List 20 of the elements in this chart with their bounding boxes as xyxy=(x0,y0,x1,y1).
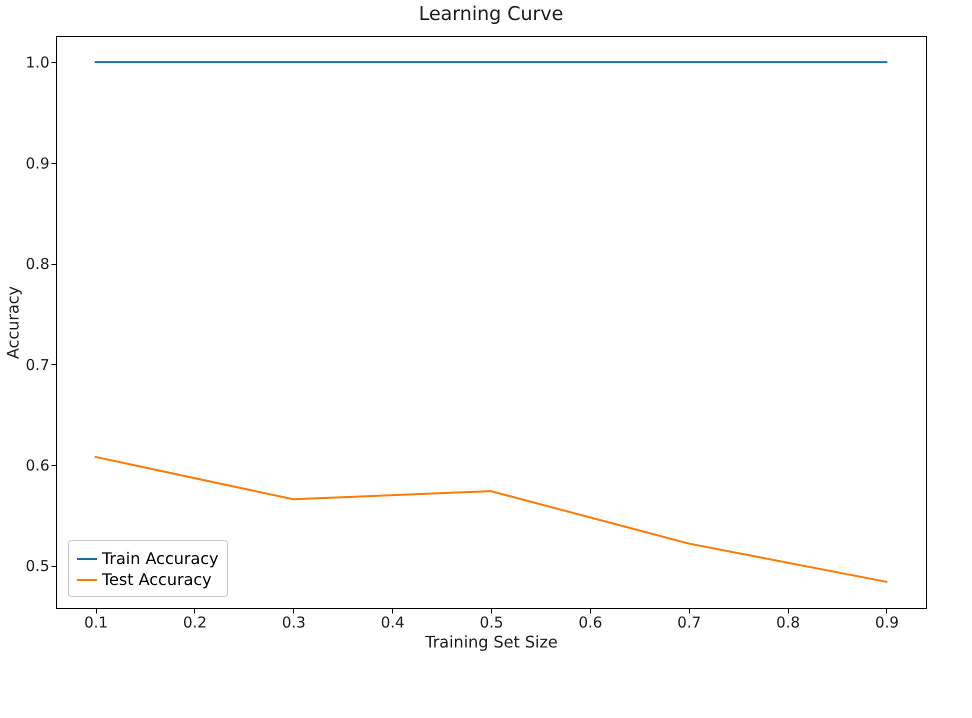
x-axis-title: Training Set Size xyxy=(424,632,558,652)
x-tick-label: 0.5 xyxy=(480,614,504,632)
x-tick-label: 0.3 xyxy=(282,614,306,632)
x-tick-label: 0.1 xyxy=(84,614,108,632)
y-tick-label: 0.6 xyxy=(26,456,50,474)
y-tick-label: 0.5 xyxy=(26,557,50,576)
x-tick-label: 0.2 xyxy=(182,614,207,632)
y-tick-label: 0.7 xyxy=(26,356,50,374)
x-tick-label: 0.6 xyxy=(578,614,602,632)
x-tick-label: 0.7 xyxy=(677,614,702,632)
x-tick-label: 0.8 xyxy=(776,614,800,632)
y-axis-title: Accuracy xyxy=(4,286,23,360)
y-tick-label: 1.0 xyxy=(26,54,50,72)
legend-label: Train Accuracy xyxy=(101,549,219,568)
x-tick-label: 0.4 xyxy=(380,614,405,632)
legend-label: Test Accuracy xyxy=(101,570,212,589)
chart-title: Learning Curve xyxy=(418,3,564,25)
y-tick-label: 0.8 xyxy=(26,255,50,274)
y-tick-label: 0.9 xyxy=(26,154,50,172)
x-tick-label: 0.9 xyxy=(875,614,899,632)
